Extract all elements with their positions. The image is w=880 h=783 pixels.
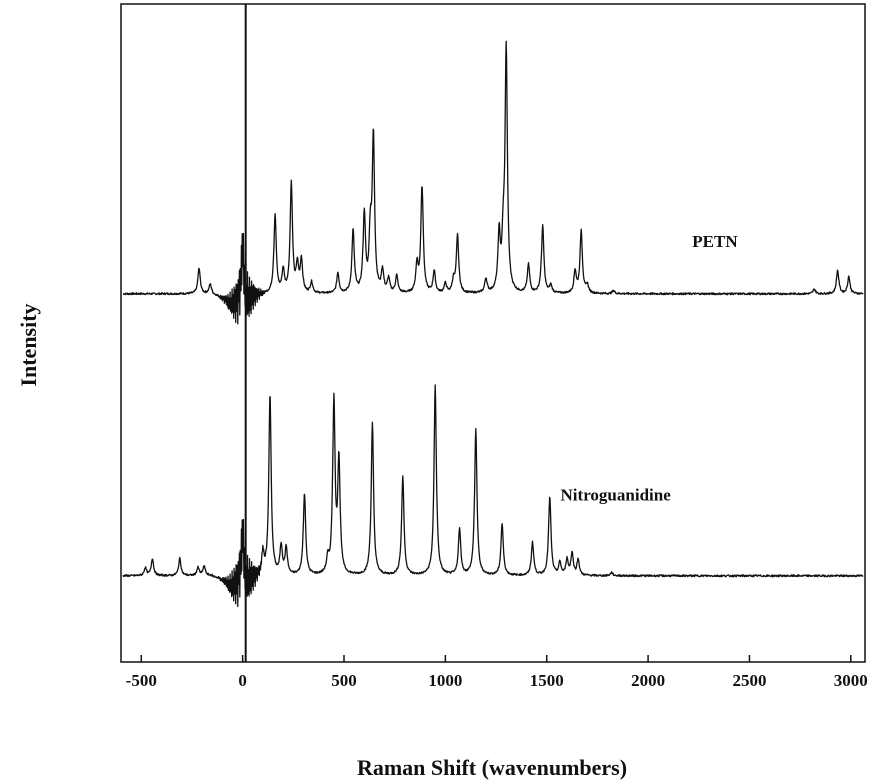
x-axis-title: Raman Shift (wavenumbers) bbox=[357, 755, 627, 780]
y-axis-title: Intensity bbox=[16, 303, 41, 386]
x-tick-label: 1500 bbox=[530, 671, 564, 690]
x-tick-label: 3000 bbox=[834, 671, 868, 690]
x-axis-ticks: -500 0 500 1000 1500 2000 2500 3000 bbox=[126, 655, 868, 690]
series-labels: PETN Nitroguanidine bbox=[561, 232, 739, 505]
x-tick-label: -500 bbox=[126, 671, 157, 690]
plot-frame bbox=[120, 3, 866, 663]
spectrum-traces bbox=[122, 40, 864, 608]
x-tick-label: 2000 bbox=[631, 671, 665, 690]
series-label-petn: PETN bbox=[692, 232, 738, 251]
x-tick-label: 1000 bbox=[428, 671, 462, 690]
series-label-nitroguanidine: Nitroguanidine bbox=[561, 486, 672, 505]
spectrum-line-nitroguanidine bbox=[122, 384, 864, 608]
x-tick-label: 500 bbox=[331, 671, 357, 690]
x-tick-label: 0 bbox=[238, 671, 247, 690]
x-tick-label: 2500 bbox=[732, 671, 766, 690]
spectrum-line-petn bbox=[122, 40, 864, 325]
